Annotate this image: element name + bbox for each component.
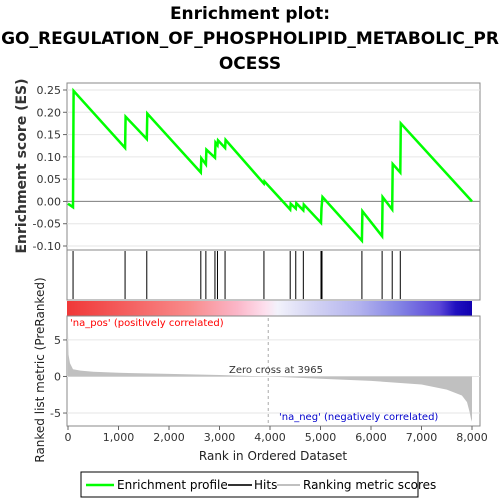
negative-correlation-label: 'na_neg' (negatively correlated): [279, 412, 438, 423]
enrichment-profile-line: [67, 87, 473, 244]
rank-color-bar: [67, 301, 472, 316]
es-y-tick-label: 0.15: [37, 129, 62, 142]
legend: Enrichment profile Hits Ranking metric s…: [80, 471, 436, 498]
x-tick-label: 0: [65, 431, 72, 444]
metric-y-tick-label: 5: [54, 334, 61, 347]
chart-title: Enrichment plot: GO_REGULATION_OF_PHOSPH…: [0, 2, 500, 77]
es-panel-frame: [66, 82, 481, 251]
es-y-axis-label: Enrichment score (ES): [14, 78, 30, 253]
metric-panel-frame: [66, 315, 481, 427]
hit-marks: [72, 251, 401, 299]
metric-y-ticks: 5 0 -5: [50, 334, 67, 420]
metric-y-tick-label: -5: [50, 407, 61, 420]
x-tick-label: 2,000: [153, 431, 185, 444]
legend-hits-label: Hits: [254, 478, 277, 492]
zero-cross-label: Zero cross at 3965: [229, 365, 323, 376]
x-tick-label: 6,000: [355, 431, 387, 444]
es-y-tick-label: -0.10: [33, 240, 61, 253]
metric-y-axis-label: Ranked list metric (PreRanked): [33, 277, 47, 462]
x-tick-label: 7,000: [406, 431, 438, 444]
es-y-ticks: 0.25 0.20 0.15 0.10 0.05 0.00 -0.05 -0.10: [33, 84, 67, 253]
x-tick-label: 5,000: [305, 431, 337, 444]
hits-panel: [66, 249, 481, 301]
es-y-tick-label: 0.25: [37, 84, 62, 97]
es-y-tick-label: -0.05: [33, 218, 61, 231]
x-tick-label: 3,000: [204, 431, 236, 444]
x-axis-ticks: 0 1,000 2,000 3,000 4,000 5,000 6,000 7,000 8,00…: [65, 426, 488, 444]
es-y-tick-label: 0.20: [37, 106, 62, 119]
es-panel: 0.25 0.20 0.15 0.10 0.05 0.00 -0.05 -0.10 Enric…: [14, 78, 481, 254]
chart-title-line-1: Enrichment plot:: [169, 4, 331, 24]
positive-correlation-label: 'na_pos' (positively correlated): [70, 318, 224, 329]
x-tick-label: 4,000: [254, 431, 286, 444]
es-y-tick-label: 0.00: [37, 195, 62, 208]
x-tick-label: 1,000: [103, 431, 135, 444]
x-axis-label: Rank in Ordered Dataset: [199, 449, 347, 463]
chart-title-line-2: GO_REGULATION_OF_PHOSPHOLIPID_METABOLIC_…: [1, 29, 499, 49]
metric-y-tick-label: 0: [54, 370, 61, 383]
es-y-tick-label: 0.05: [37, 173, 62, 186]
x-tick-label: 8,000: [456, 431, 488, 444]
legend-metric-label: Ranking metric scores: [303, 478, 436, 492]
ranking-metric-area: [68, 332, 472, 422]
legend-profile-label: Enrichment profile: [117, 478, 228, 492]
hits-panel-frame: [66, 249, 481, 301]
metric-panel: Zero cross at 3965 'na_pos' (positively …: [33, 277, 488, 463]
chart-title-line-3: OCESS: [218, 54, 282, 74]
es-y-tick-label: 0.10: [37, 151, 62, 164]
